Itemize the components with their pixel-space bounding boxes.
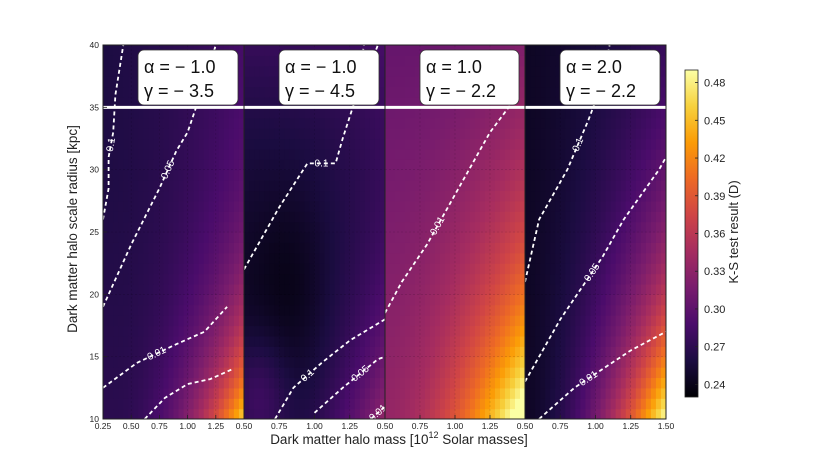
gamma-label: γ = − 3.5 — [144, 81, 214, 101]
gamma-label: γ = − 2.2 — [426, 81, 496, 101]
contour-line — [144, 368, 234, 419]
colorbar-tick-label: 0.27 — [704, 342, 725, 354]
x-tick-label: 1.00 — [447, 421, 464, 431]
y-tick-label: 10 — [90, 414, 100, 424]
panel-1: 0.10.050.01α = − 1.0γ = − 3.5 — [102, 44, 245, 420]
x-tick-label: 0.50 — [236, 421, 253, 431]
gamma-label: γ = − 4.5 — [285, 81, 355, 101]
panel-2: 0.10.1 0.050.01α = − 1.0γ = − 4.5 — [243, 44, 389, 424]
colorbar-tick-label: 0.39 — [704, 191, 725, 203]
contour-line — [274, 318, 385, 419]
contour-label: 0.1 — [105, 137, 118, 153]
panel-4: 0.10.050.01α = 2.0γ = − 2.2 — [524, 44, 667, 420]
x-tick-label: 0.50 — [377, 421, 394, 431]
parameter-box — [559, 49, 661, 106]
contour-label: 0.1 — [315, 158, 329, 169]
x-tick-label: 0.75 — [151, 421, 168, 431]
x-axis-label: Dark matter halo mass [1012 Solar masses… — [270, 430, 528, 447]
x-tick-label: 0.75 — [271, 421, 288, 431]
colorbar-tick-label: 0.42 — [704, 153, 725, 165]
heatmap-cells — [385, 45, 525, 419]
contour-line — [538, 330, 666, 419]
colorbar-tick-label: 0.30 — [704, 304, 725, 316]
colorbar-tick-label: 0.36 — [704, 229, 725, 241]
contour-line — [385, 94, 519, 314]
panel-3: 0.01α = 1.0γ = − 2.2 — [384, 44, 526, 420]
y-axis-label: Dark matter halo scale radius [kpc] — [65, 125, 80, 333]
x-tick-label: 1.25 — [622, 421, 639, 431]
y-tick-label: 20 — [90, 289, 100, 299]
alpha-label: α = − 1.0 — [285, 57, 356, 77]
colorbar-tick-label: 0.24 — [704, 379, 725, 391]
alpha-label: α = − 1.0 — [144, 57, 215, 77]
contour-line — [370, 405, 385, 419]
contour-label: 0.1 — [571, 136, 587, 153]
x-tick-label: 0.50 — [517, 421, 534, 431]
colorbar-tick-label: 0.48 — [704, 78, 725, 90]
y-tick-label: 40 — [90, 40, 100, 50]
contour-line — [525, 45, 611, 283]
heatmap-cells — [244, 45, 385, 419]
y-tick-label: 25 — [90, 227, 100, 237]
y-tick-label: 35 — [90, 102, 100, 112]
parameter-box — [278, 49, 380, 106]
x-tick-label: 0.75 — [412, 421, 429, 431]
x-tick-label: 1.00 — [587, 421, 604, 431]
x-tick-label: 1.25 — [208, 421, 225, 431]
x-tick-label: 0.25 — [95, 421, 112, 431]
contour-line — [313, 355, 385, 414]
heatmap-panels: 0.10.050.01α = − 1.0γ = − 3.50.10.1 0.050… — [102, 44, 667, 424]
contour-line — [244, 45, 365, 270]
contour-line — [103, 306, 228, 389]
x-tick-label: 0.50 — [123, 421, 140, 431]
x-tick-label: 1.25 — [482, 421, 499, 431]
x-tick-label: 0.75 — [552, 421, 569, 431]
contour-line — [525, 156, 666, 383]
colorbar-tick-label: 0.33 — [704, 266, 725, 278]
alpha-label: α = 2.0 — [566, 57, 622, 77]
x-tick-label: 1.50 — [658, 421, 675, 431]
y-tick-label: 30 — [90, 165, 100, 175]
heatmap-cells — [525, 45, 666, 419]
x-axis: 0.25 0.50 0.75 1.00 1.25 0.50 0.75 1.00 1.25 0.50… — [95, 415, 675, 431]
x-tick-label: 1.25 — [341, 421, 358, 431]
parameter-box — [137, 49, 239, 106]
parameter-box — [419, 49, 520, 106]
alpha-label: α = 1.0 — [426, 57, 482, 77]
gamma-label: γ = − 2.2 — [566, 81, 636, 101]
x-tick-label: 1.00 — [306, 421, 323, 431]
y-axis: 10 15 20 25 30 35 40 — [90, 40, 107, 424]
colorbar: 0.24 0.27 0.30 0.33 0.36 0.39 0.42 0.45 0.48 — [684, 69, 725, 398]
colorbar-tick-label: 0.45 — [704, 115, 725, 127]
colorbar-label: K-S test result (D) — [726, 180, 741, 283]
y-tick-label: 15 — [90, 352, 100, 362]
contour-line — [103, 45, 125, 220]
x-tick-label: 1.00 — [179, 421, 196, 431]
